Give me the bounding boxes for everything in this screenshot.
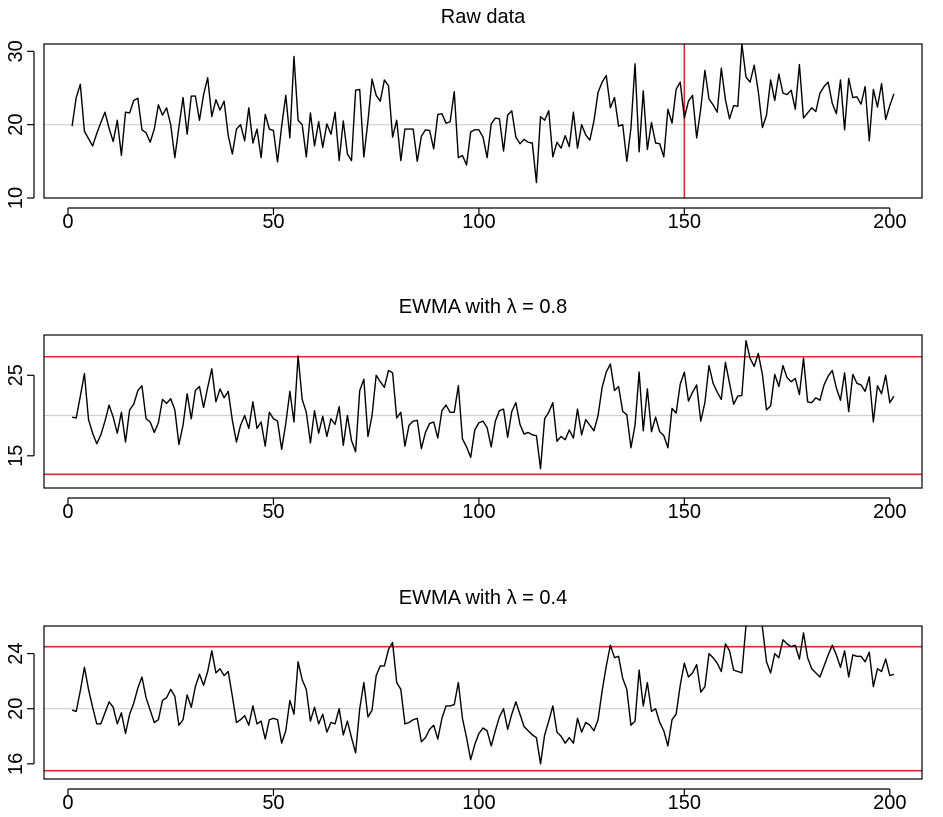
y-tick-label: 24 [5, 642, 27, 664]
x-tick-label: 50 [262, 792, 284, 814]
plot-frame [43, 625, 923, 780]
panel-ewma-lambda-0.8: EWMA with λ = 0.8 0 50 100 150 200 15 25 [5, 296, 923, 523]
x-tick-label: 0 [62, 501, 73, 523]
x-tick-label: 0 [62, 792, 73, 814]
plot-frame [43, 43, 923, 199]
y-tick-label: 16 [5, 753, 27, 775]
series-line [71, 339, 895, 470]
x-tick-label: 200 [873, 501, 906, 523]
x-tick-label: 150 [668, 211, 701, 233]
series-line [71, 626, 895, 765]
series-line [71, 44, 895, 184]
panel-ewma-lambda-0.4: EWMA with λ = 0.4 0 50 100 150 200 16 20 24 [5, 587, 923, 814]
x-tick-label: 100 [462, 211, 495, 233]
x-tick-label: 0 [62, 211, 73, 233]
y-tick-label: 20 [5, 114, 27, 136]
x-tick-label: 100 [462, 792, 495, 814]
y-tick-label: 25 [5, 364, 27, 386]
y-tick-label: 15 [5, 445, 27, 467]
y-tick-label: 20 [5, 698, 27, 720]
y-tick-label: 30 [5, 40, 27, 62]
panel-title: EWMA with λ = 0.4 [399, 587, 567, 609]
plot-frame [43, 334, 923, 489]
x-tick-label: 150 [668, 792, 701, 814]
x-tick-label: 200 [873, 211, 906, 233]
x-tick-label: 150 [668, 501, 701, 523]
panel-title: Raw data [441, 6, 526, 28]
x-tick-label: 50 [262, 211, 284, 233]
panel-raw-data: Raw data 0 50 100 150 200 10 20 30 [5, 6, 923, 233]
x-tick-label: 100 [462, 501, 495, 523]
x-tick-label: 50 [262, 501, 284, 523]
y-tick-label: 10 [5, 187, 27, 209]
x-tick-label: 200 [873, 792, 906, 814]
panel-title: EWMA with λ = 0.8 [399, 296, 567, 318]
